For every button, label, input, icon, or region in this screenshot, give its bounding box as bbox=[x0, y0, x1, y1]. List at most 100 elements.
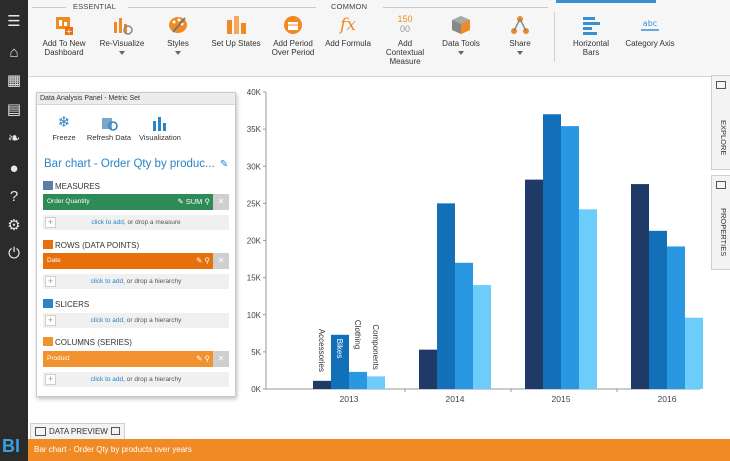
series-label-components: Components bbox=[371, 324, 380, 369]
gear-icon[interactable]: ⚙ bbox=[7, 217, 21, 234]
share-label: Share bbox=[509, 39, 531, 48]
minimize-icon[interactable] bbox=[111, 427, 120, 435]
styles-label: Styles bbox=[167, 39, 189, 48]
leaf-icon[interactable]: ❧ bbox=[7, 130, 21, 147]
dashboard-icon[interactable]: ▦ bbox=[6, 72, 22, 89]
add-formula-button[interactable]: fx Add Formula bbox=[324, 14, 372, 48]
click-to-add-link[interactable]: click to add, bbox=[90, 317, 125, 324]
section-measures-label: MEASURES bbox=[55, 182, 100, 191]
visualization-button[interactable]: Visualization bbox=[137, 115, 183, 142]
group-label-essential: ESSENTIAL bbox=[73, 2, 117, 11]
bar-chart-svg: 0K 5K 10K 15K 20K 25K 30K 35K 40K Accessories Bike… bbox=[247, 88, 703, 404]
refresh-data-button[interactable]: Refresh Data bbox=[85, 115, 133, 142]
measure-field-order-quantity[interactable]: Order Quantity ✎ SUM ⚲ ✕ bbox=[43, 194, 229, 210]
visualization-label: Visualization bbox=[139, 133, 181, 142]
row-field-date[interactable]: Date ✎ ⚲ ✕ bbox=[43, 253, 229, 269]
row-drop-zone[interactable]: + click to add, or drop a hierarchy bbox=[43, 274, 229, 289]
add-to-dashboard-button[interactable]: + Add To New Dashboard bbox=[36, 14, 92, 57]
snowflake-icon: ❄ bbox=[57, 114, 71, 131]
bar-accessories-2015 bbox=[525, 179, 543, 389]
click-to-add-link[interactable]: click to add, bbox=[91, 219, 126, 226]
add-contextual-measure-button[interactable]: 150 00 Add Contextual Measure bbox=[378, 14, 432, 66]
svg-text:+: + bbox=[66, 27, 73, 36]
minimize-icon bbox=[716, 81, 726, 89]
measure-drop-zone[interactable]: + click to add, or drop a measure bbox=[43, 215, 229, 230]
minimize-icon bbox=[716, 181, 726, 189]
metric-set-name[interactable]: Bar chart - Order Qty by produc... bbox=[44, 158, 215, 170]
rows-icon bbox=[43, 240, 53, 249]
table-icon bbox=[43, 181, 53, 190]
palette-icon bbox=[167, 14, 189, 36]
y-tick-label: 35K bbox=[247, 125, 262, 134]
share-button[interactable]: Share bbox=[500, 14, 540, 55]
click-to-add-link[interactable]: click to add, bbox=[90, 376, 125, 383]
tab-explore-label: EXPLORE bbox=[719, 120, 728, 156]
table-icon bbox=[35, 427, 46, 436]
series-label-clothing: Clothing bbox=[353, 320, 362, 349]
x-tick-label: 2013 bbox=[340, 394, 359, 404]
refresh-data-label: Refresh Data bbox=[86, 133, 132, 142]
status-bar: Bar chart - Order Qty by products over y… bbox=[28, 439, 730, 461]
panel-title[interactable]: Data Analysis Panel - Metric Set bbox=[37, 93, 235, 105]
remove-icon[interactable]: ✕ bbox=[213, 194, 229, 210]
slicer-drop-zone[interactable]: + click to add, or drop a hierarchy bbox=[43, 313, 229, 328]
bar-components-2013 bbox=[367, 376, 385, 389]
data-tools-button[interactable]: Data Tools bbox=[438, 14, 484, 55]
remove-icon[interactable]: ✕ bbox=[213, 253, 229, 269]
tab-data-preview[interactable]: DATA PREVIEW bbox=[30, 423, 125, 439]
y-tick-label: 15K bbox=[247, 274, 262, 283]
field-options[interactable]: ✎ ⚲ bbox=[196, 256, 210, 265]
freeze-label: Freeze bbox=[52, 133, 76, 142]
revisualize-button[interactable]: Re-Visualize bbox=[98, 14, 146, 55]
user-icon[interactable]: ● bbox=[9, 160, 19, 177]
section-measures: MEASURES bbox=[43, 181, 100, 191]
document-icon[interactable]: ▤ bbox=[6, 101, 22, 118]
data-analysis-panel: Data Analysis Panel - Metric Set ❄ Freez… bbox=[36, 92, 236, 397]
set-up-states-button[interactable]: Set Up States bbox=[208, 14, 264, 48]
tab-properties-label: PROPERTIES bbox=[719, 208, 728, 257]
columns-icon bbox=[43, 337, 53, 346]
column-drop-zone[interactable]: + click to add, or drop a hierarchy bbox=[43, 372, 229, 387]
bar-clothing-2016 bbox=[667, 246, 685, 389]
bar-chart: 0K 5K 10K 15K 20K 25K 30K 35K 40K Accessories Bike… bbox=[240, 80, 710, 410]
section-columns: COLUMNS (SERIES) bbox=[43, 337, 132, 347]
field-options[interactable]: ✎ ⚲ bbox=[196, 354, 210, 363]
add-icon[interactable]: + bbox=[45, 374, 56, 385]
add-icon[interactable]: + bbox=[45, 276, 56, 287]
bar-clothing-2015 bbox=[561, 126, 579, 389]
y-tick-label: 40K bbox=[247, 88, 262, 97]
tab-properties[interactable]: PROPERTIES bbox=[711, 175, 730, 270]
horizontal-bars-button[interactable]: Horizontal Bars bbox=[566, 14, 616, 57]
column-field-product[interactable]: Product ✎ ⚲ ✕ bbox=[43, 351, 229, 367]
add-dashboard-icon: + bbox=[53, 14, 75, 36]
column-field-label: Product bbox=[47, 355, 70, 362]
add-period-button[interactable]: Add Period Over Period bbox=[268, 14, 318, 57]
data-tools-label: Data Tools bbox=[442, 39, 480, 48]
ribbon-separator bbox=[554, 12, 555, 62]
click-to-add-link[interactable]: click to add, bbox=[90, 278, 125, 285]
freeze-button[interactable]: ❄ Freeze bbox=[49, 114, 79, 143]
measure-aggregation[interactable]: ✎ SUM ⚲ bbox=[177, 197, 210, 206]
chevron-down-icon bbox=[119, 51, 125, 55]
help-icon[interactable]: ? bbox=[9, 188, 19, 205]
edit-icon[interactable]: ✎ bbox=[220, 159, 229, 170]
tab-explore[interactable]: EXPLORE bbox=[711, 75, 730, 170]
bar-accessories-2016 bbox=[631, 184, 649, 389]
bar-bikes-2013 bbox=[331, 334, 349, 389]
formula-icon: fx bbox=[340, 15, 356, 35]
category-axis-button[interactable]: abc Category Axis bbox=[622, 14, 678, 48]
chevron-down-icon bbox=[175, 51, 181, 55]
styles-button[interactable]: Styles bbox=[158, 14, 198, 55]
measure-field-label: Order Quantity bbox=[47, 198, 90, 205]
horizontal-bars-icon bbox=[580, 14, 602, 36]
add-icon[interactable]: + bbox=[45, 217, 56, 228]
menu-icon[interactable]: ☰ bbox=[7, 13, 21, 30]
add-icon[interactable]: + bbox=[45, 315, 56, 326]
remove-icon[interactable]: ✕ bbox=[213, 351, 229, 367]
bar-accessories-2014 bbox=[419, 349, 437, 389]
power-icon[interactable]: ⏻ bbox=[8, 245, 20, 262]
left-nav-rail: ☰ ⌂ ▦ ▤ ❧ ● ? ⚙ ⏻ BI bbox=[0, 0, 28, 461]
refresh-icon bbox=[100, 115, 118, 131]
revisualize-icon bbox=[111, 14, 133, 36]
home-icon[interactable]: ⌂ bbox=[9, 44, 19, 61]
